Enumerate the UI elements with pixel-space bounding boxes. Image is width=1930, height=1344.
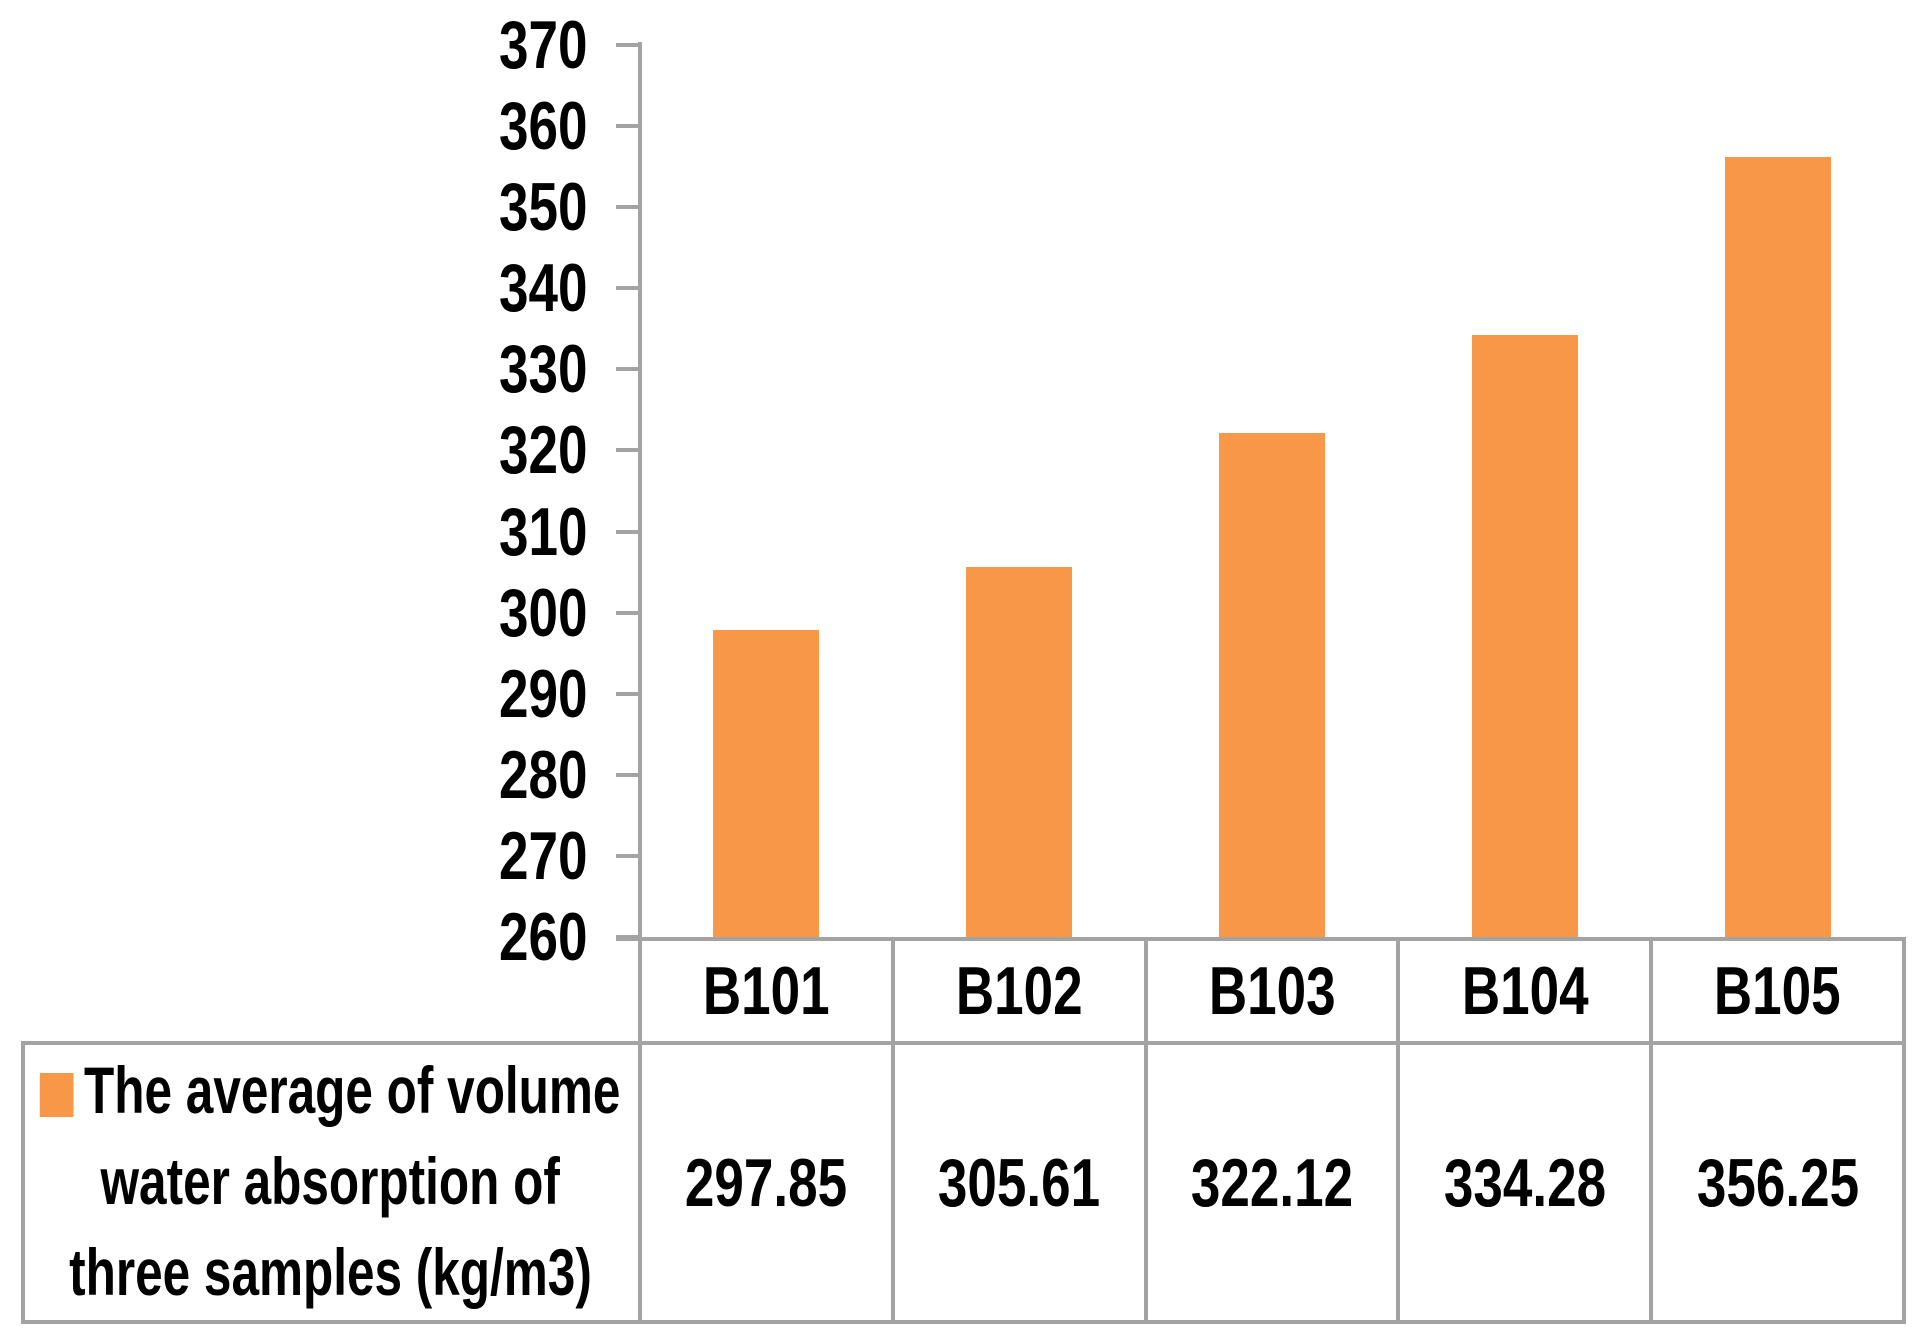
y-axis-tick-mark	[616, 286, 642, 291]
value-label: 356.25	[1696, 1144, 1859, 1221]
y-axis-tick-label-text: 260	[498, 899, 587, 975]
y-axis-tick-label-text: 310	[498, 493, 587, 570]
y-axis-tick-label: 280	[0, 741, 587, 809]
category-label: B105	[1714, 953, 1841, 1029]
value-cell: 322.12	[1146, 1045, 1399, 1320]
category-cell: B102	[893, 941, 1146, 1041]
value-label: 297.85	[685, 1144, 848, 1221]
value-label: 334.28	[1443, 1144, 1606, 1221]
legend-label-line-text: water absorption of	[101, 1136, 560, 1227]
y-axis-tick-mark	[616, 367, 642, 372]
value-label: 305.61	[938, 1144, 1101, 1221]
value-cell: 305.61	[893, 1045, 1146, 1320]
legend-label-line: three samples (kg/m3)	[0, 1227, 679, 1318]
value-cell: 356.25	[1651, 1045, 1904, 1320]
y-axis-tick-label: 300	[0, 579, 587, 647]
category-cell: B105	[1651, 941, 1904, 1041]
category-cell: B104	[1398, 941, 1651, 1041]
value-label: 322.12	[1190, 1144, 1354, 1221]
legend-label-line: water absorption of	[24, 1136, 636, 1227]
y-axis-tick-label-text: 340	[498, 250, 587, 327]
y-axis-tick-mark	[616, 772, 642, 777]
table-border-horizontal-mid	[21, 1041, 1904, 1045]
table-border-vertical	[890, 937, 895, 1324]
value-cell: 334.28	[1398, 1045, 1651, 1320]
y-axis-tick-mark	[616, 448, 642, 453]
bar-B103	[1219, 433, 1325, 937]
table-border-vertical	[1649, 937, 1654, 1324]
y-axis-tick-mark	[616, 610, 642, 615]
legend-label-text: three samples (kg/m3)	[69, 1235, 592, 1309]
y-axis-tick-label: 320	[0, 416, 587, 484]
y-axis-tick-mark	[616, 691, 642, 696]
y-axis-tick-label-text: 280	[498, 736, 587, 813]
category-label: B101	[702, 953, 830, 1029]
y-axis-tick-label: 370	[0, 11, 587, 79]
y-axis-tick-label-text: 320	[498, 412, 587, 489]
y-axis-tick-label: 270	[0, 822, 587, 890]
bar-B105	[1724, 156, 1831, 937]
legend-label-text: The average of volume	[84, 1053, 621, 1127]
y-axis-tick-mark	[616, 43, 642, 47]
y-axis-tick-label-text: 350	[498, 169, 587, 246]
legend-cell: The average of volume water absorption of…	[25, 1045, 636, 1318]
y-axis-tick-mark	[616, 124, 642, 129]
y-axis-tick-label-text: 370	[498, 7, 587, 83]
y-axis-tick-label: 290	[0, 660, 587, 728]
table-border-vertical	[1143, 937, 1148, 1324]
legend-label-text: water absorption of	[100, 1144, 561, 1218]
y-axis-tick-mark	[616, 205, 642, 210]
y-axis-tick-mark	[616, 853, 642, 858]
y-axis-tick-label-text: 330	[498, 331, 587, 408]
y-axis-tick-label: 360	[0, 92, 587, 160]
bar-B102	[966, 567, 1073, 937]
chart-baseline	[616, 937, 1904, 941]
y-axis-line	[638, 42, 642, 1324]
y-axis-tick-mark	[616, 529, 642, 534]
table-border-vertical	[1396, 937, 1401, 1324]
legend-marker-icon	[40, 1073, 74, 1117]
value-cell: 297.85	[640, 1045, 893, 1320]
category-cell: B101	[640, 941, 893, 1041]
y-axis-tick-label-text: 360	[498, 88, 587, 165]
bar-B104	[1471, 334, 1578, 937]
y-axis-tick-label-text: 270	[498, 817, 587, 894]
y-axis-tick-label: 340	[0, 254, 587, 322]
legend-label-line-text: The average of volume	[40, 1045, 621, 1136]
table-border-horizontal-bottom	[21, 1320, 1904, 1324]
category-cell: B103	[1146, 941, 1399, 1041]
category-label: B103	[1208, 953, 1336, 1029]
y-axis-tick-label-text: 300	[498, 574, 587, 651]
y-axis-tick-label: 350	[0, 173, 587, 241]
y-axis-tick-label: 330	[0, 335, 587, 403]
y-axis-tick-label-text: 290	[498, 655, 587, 732]
category-label: B102	[955, 953, 1083, 1029]
table-border-right	[1902, 937, 1906, 1324]
bar-B101	[713, 630, 820, 937]
y-axis-tick-label: 310	[0, 498, 587, 566]
category-label: B104	[1461, 953, 1589, 1029]
table-border-left	[21, 1041, 25, 1324]
legend-label-line-text: three samples (kg/m3)	[69, 1227, 592, 1318]
legend-label-line: The average of volume	[0, 1045, 718, 1136]
y-axis-tick-label: 260	[0, 903, 587, 971]
